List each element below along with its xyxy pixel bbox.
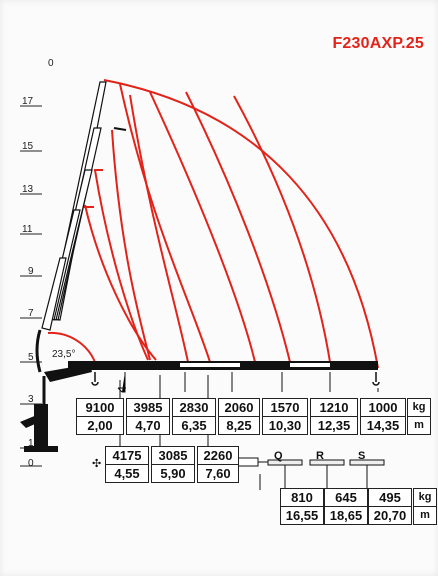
- extension-label-s: S: [358, 450, 366, 462]
- load-kg: 495: [369, 489, 411, 507]
- extension-label-r: R: [316, 450, 324, 462]
- tick-9: 9: [28, 266, 34, 277]
- tick-top: 0: [48, 58, 54, 69]
- load-m: 16,55: [285, 508, 319, 523]
- extension-marks: [84, 169, 103, 208]
- hook-icon: [91, 372, 380, 386]
- load-kg: 3985: [127, 399, 169, 417]
- load-m: 18,65: [329, 508, 363, 523]
- tick-7: 7: [28, 308, 34, 319]
- special-symbol-icon: ✣: [92, 457, 102, 470]
- tick-11: 11: [22, 224, 33, 235]
- units-box-main: kg m: [407, 398, 431, 435]
- unit-kg: kg: [408, 399, 430, 417]
- horizontal-boom: [44, 361, 378, 382]
- load-m: 8,25: [226, 418, 252, 433]
- outer-envelope: [103, 79, 379, 369]
- load-kg: 645: [325, 489, 367, 507]
- tick-1: 1: [28, 438, 34, 449]
- load-kg: 4175: [106, 447, 148, 465]
- lower-load-box-3: 2260 7,60: [197, 446, 239, 483]
- load-box-6: 1210 12,35: [310, 398, 358, 435]
- load-kg: 9100: [77, 399, 123, 417]
- load-m: 7,60: [205, 466, 231, 481]
- model-title: F230AXP.25: [332, 35, 424, 52]
- crane-base: [20, 404, 58, 452]
- load-m: 20,70: [373, 508, 407, 523]
- angle-arc: [47, 331, 96, 363]
- load-box-4: 2060 8,25: [218, 398, 260, 435]
- load-box-7: 1000 14,35: [360, 398, 406, 435]
- unit-m: m: [414, 419, 424, 431]
- load-box-5: 1570 10,30: [262, 398, 308, 435]
- load-kg: 1210: [311, 399, 357, 417]
- extension-load-box-s: 495 20,70: [368, 488, 412, 525]
- units-box-extension: kg m: [413, 488, 437, 525]
- load-kg: 2260: [198, 447, 238, 465]
- load-m: 4,70: [135, 418, 161, 433]
- load-box-2: 3985 4,70: [126, 398, 170, 435]
- extension-label-q: Q: [274, 450, 283, 462]
- tick-0: 0: [28, 458, 34, 469]
- tick-5: 5: [28, 352, 34, 363]
- load-curves: [84, 79, 379, 369]
- load-m: 4,55: [114, 466, 140, 481]
- load-kg: 1000: [361, 399, 405, 417]
- lower-load-box-1: 4175 4,55: [105, 446, 149, 483]
- load-box-3: 2830 6,35: [172, 398, 216, 435]
- load-kg: 810: [281, 489, 323, 507]
- tick-3: 3: [28, 394, 34, 405]
- load-m: 12,35: [317, 418, 351, 433]
- load-kg: 1570: [263, 399, 307, 417]
- angle-label: 23,5°: [52, 349, 75, 360]
- unit-m: m: [420, 509, 430, 521]
- load-kg: 2060: [219, 399, 259, 417]
- tick-15: 15: [22, 141, 34, 152]
- load-m: 14,35: [366, 418, 400, 433]
- height-scale: 0 17 15 13 11 9 7 5 3 1 0: [20, 58, 54, 469]
- unit-kg: kg: [414, 489, 436, 507]
- raised-boom: [35, 81, 127, 408]
- tick-17: 17: [22, 96, 34, 107]
- load-m: 6,35: [181, 418, 207, 433]
- load-box-1: 9100 2,00: [76, 398, 124, 435]
- extension-load-box-r: 645 18,65: [324, 488, 368, 525]
- tick-13: 13: [22, 184, 34, 195]
- load-m: 2,00: [87, 418, 113, 433]
- extension-load-box-q: 810 16,55: [280, 488, 324, 525]
- lower-load-box-2: 3085 5,90: [151, 446, 195, 483]
- load-kg: 2830: [173, 399, 215, 417]
- jib-extension-icon: [237, 457, 385, 490]
- load-m: 10,30: [268, 418, 302, 433]
- load-m: 5,90: [160, 466, 186, 481]
- load-kg: 3085: [152, 447, 194, 465]
